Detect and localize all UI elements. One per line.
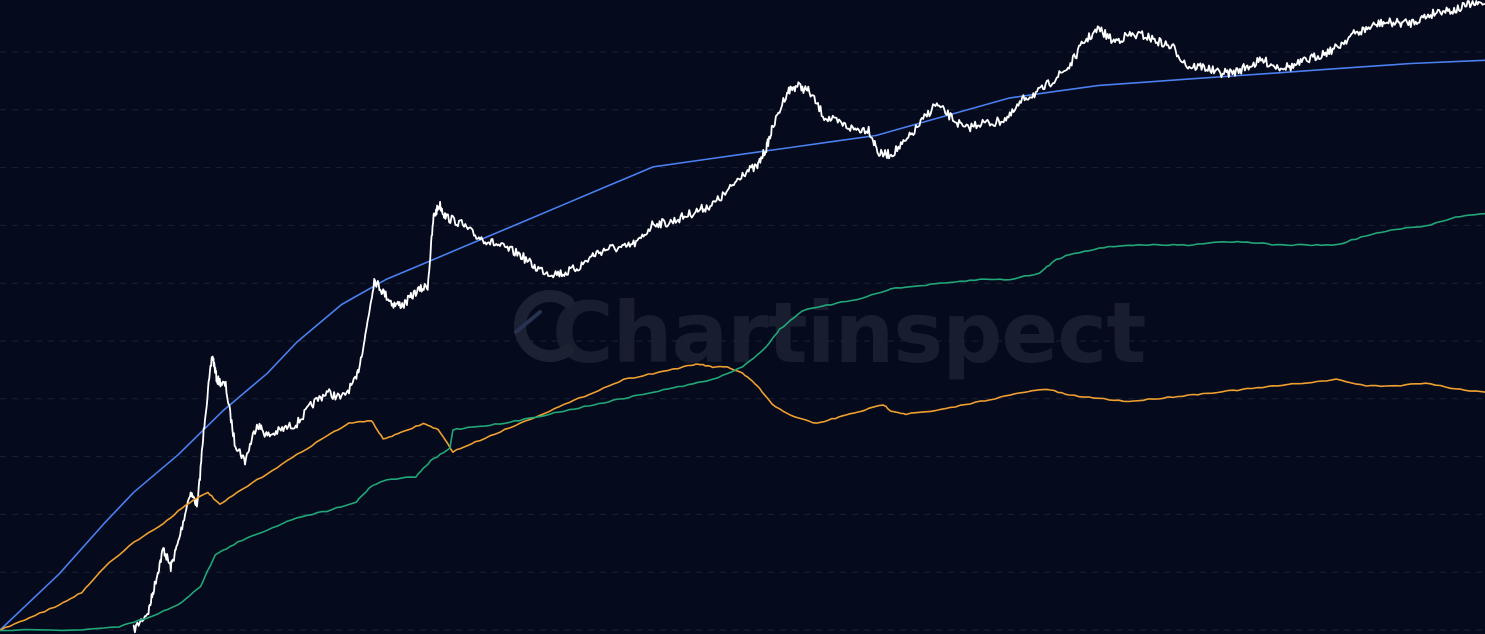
watermark-text: Chartinspect <box>552 284 1145 382</box>
series-line-model <box>0 59 1485 631</box>
series-line-price <box>132 0 1485 634</box>
series-line-green <box>0 212 1485 632</box>
gridlines <box>0 51 1485 631</box>
watermark: Chartinspect <box>514 284 1146 382</box>
watermark-accent-stroke <box>514 310 542 334</box>
series-line-orange <box>0 363 1485 632</box>
watermark-logo-icon <box>514 290 574 362</box>
